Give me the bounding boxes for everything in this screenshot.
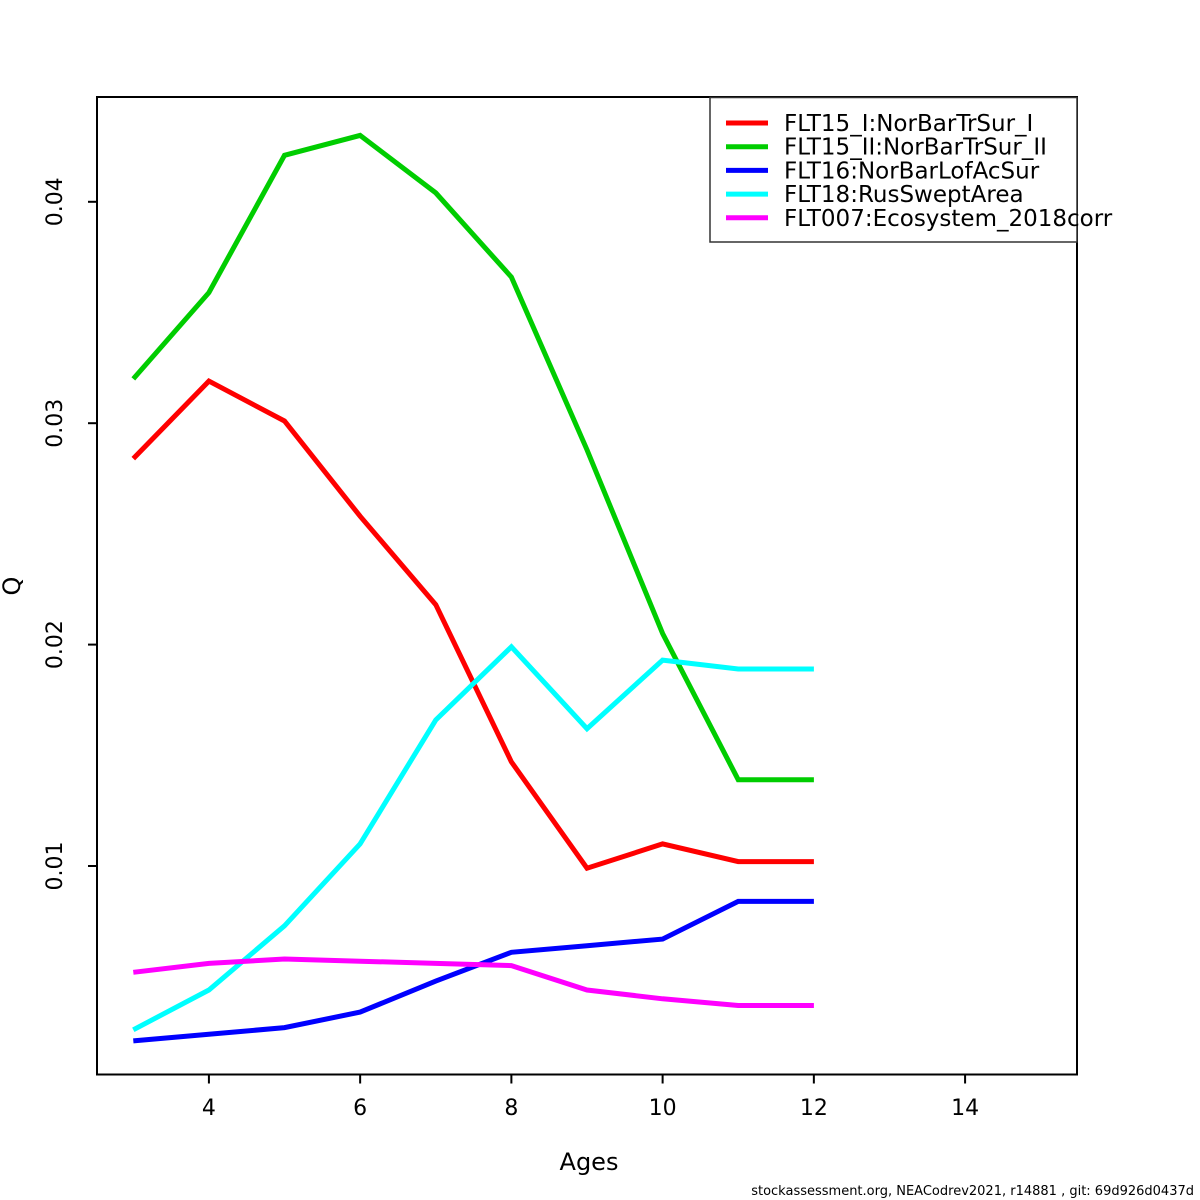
x-axis-label: Ages bbox=[560, 1148, 619, 1176]
x-tick-label: 10 bbox=[649, 1096, 677, 1121]
y-tick-label: 0.02 bbox=[43, 620, 68, 669]
y-axis-label: Q bbox=[0, 577, 26, 596]
series-line-FLT15_I bbox=[131, 378, 814, 872]
x-tick-label: 4 bbox=[202, 1096, 216, 1121]
series-line-FLT007 bbox=[133, 956, 814, 1008]
y-tick-label: 0.01 bbox=[43, 842, 68, 891]
x-tick-label: 8 bbox=[504, 1096, 518, 1121]
legend-label: FLT15_II:NorBarTrSur_II bbox=[784, 135, 1047, 161]
legend-label: FLT16:NorBarLofAcSur bbox=[784, 158, 1040, 184]
legend-label: FLT007:Ecosystem_2018corr bbox=[784, 206, 1113, 232]
legend-label: FLT15_I:NorBarTrSur_I bbox=[784, 111, 1033, 137]
y-tick-label: 0.03 bbox=[43, 399, 68, 448]
x-tick-label: 6 bbox=[353, 1096, 367, 1121]
x-tick-label: 12 bbox=[800, 1096, 828, 1121]
legend-box bbox=[709, 96, 1078, 243]
x-tick-label: 14 bbox=[951, 1096, 979, 1121]
series-line-FLT15_II bbox=[131, 132, 814, 783]
series-line-FLT18 bbox=[132, 643, 814, 1033]
footer-credit: stockassessment.org, NEACodrev2021, r148… bbox=[751, 1184, 1194, 1199]
legend-label: FLT18:RusSweptArea bbox=[784, 182, 1024, 208]
series-line-FLT16 bbox=[133, 898, 814, 1044]
plot-box bbox=[96, 96, 1078, 1076]
y-tick-label: 0.04 bbox=[43, 177, 68, 226]
